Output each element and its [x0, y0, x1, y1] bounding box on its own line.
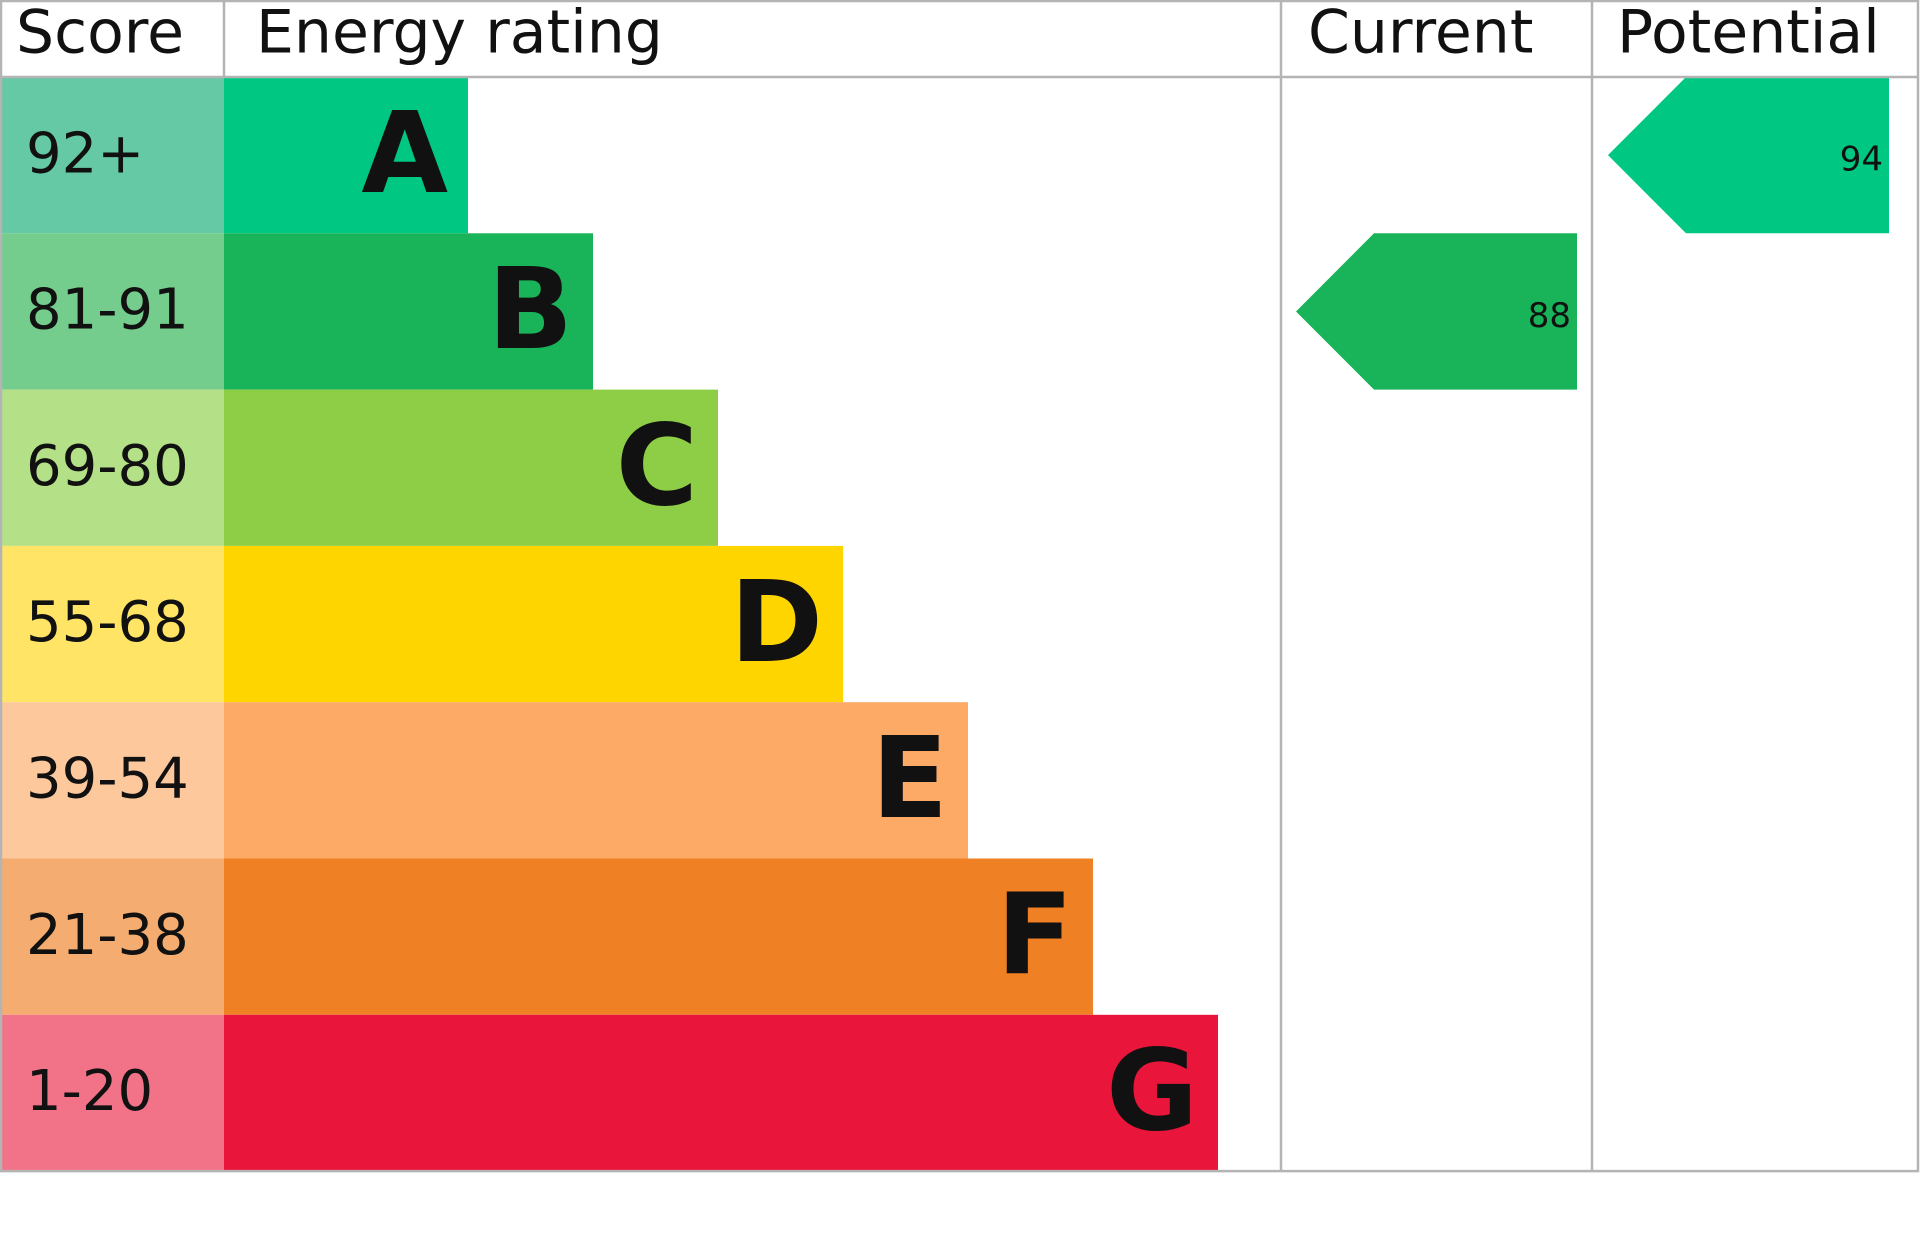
- score-range: 69-80: [26, 434, 189, 499]
- score-cell: [0, 858, 224, 1015]
- rating-letter: B: [488, 245, 573, 375]
- rating-letter: D: [730, 558, 823, 688]
- rating-letter: E: [871, 714, 948, 844]
- score-cell: [0, 702, 224, 859]
- score-range: 39-54: [26, 746, 189, 811]
- rating-bar: [224, 858, 1093, 1015]
- current-value: 88: [1528, 296, 1571, 336]
- score-range: 92+: [26, 121, 144, 186]
- rating-bar: [224, 1014, 1218, 1172]
- score-range: 1-20: [26, 1059, 153, 1124]
- rating-bar: [224, 233, 593, 390]
- score-cell: [0, 233, 224, 390]
- score-cell: [0, 1014, 224, 1172]
- rating-letter: A: [361, 89, 448, 219]
- current-arrow: [1296, 233, 1577, 390]
- rating-bar: [224, 77, 468, 234]
- table-border: [0, 0, 1920, 1173]
- rating-bar: [224, 702, 968, 859]
- column-header: Score: [16, 0, 184, 68]
- rating-bar: [224, 389, 718, 546]
- column-header: Current: [1308, 0, 1533, 68]
- rating-letter: G: [1106, 1027, 1198, 1157]
- column-header: Energy rating: [256, 0, 663, 68]
- score-cell: [0, 77, 224, 234]
- potential-value: 94: [1840, 140, 1883, 180]
- potential-arrow: [1608, 77, 1889, 234]
- score-range: 55-68: [26, 590, 189, 655]
- score-range: 21-38: [26, 903, 189, 968]
- rating-bar: [224, 545, 843, 703]
- score-cell: [0, 545, 224, 703]
- score-range: 81-91: [26, 278, 189, 343]
- rating-letter: F: [996, 870, 1073, 1000]
- rating-letter: C: [616, 402, 698, 532]
- score-cell: [0, 389, 224, 546]
- column-header: Potential: [1617, 0, 1880, 68]
